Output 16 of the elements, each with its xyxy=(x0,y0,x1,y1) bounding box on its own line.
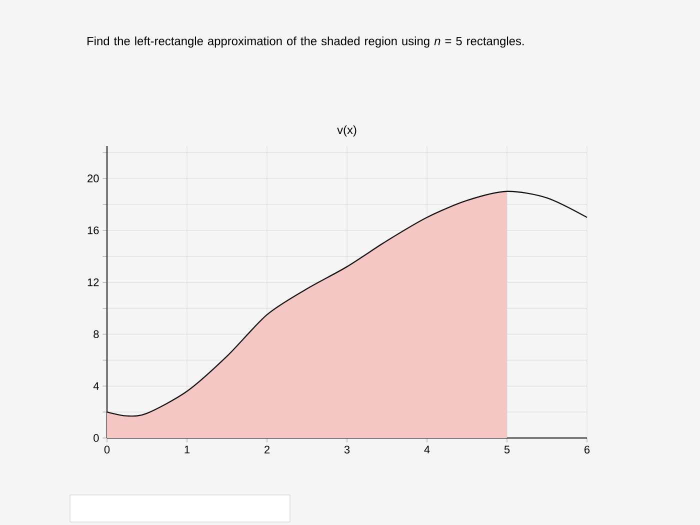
x-tick-label: 0 xyxy=(104,446,110,454)
y-tick-label: 0 xyxy=(94,434,99,442)
y-tick-label: 20 xyxy=(88,174,99,182)
y-tick-label: 16 xyxy=(88,226,99,234)
x-tick-label: 3 xyxy=(344,446,350,454)
x-tick-label: 4 xyxy=(424,446,430,454)
x-tick-label: 6 xyxy=(584,446,590,454)
y-tick-label: 4 xyxy=(93,382,99,390)
x-tick-label: 2 xyxy=(264,446,270,454)
y-tick-label: 8 xyxy=(94,330,99,338)
x-tick-label: 1 xyxy=(184,446,190,454)
y-tick-label: 12 xyxy=(88,278,99,286)
x-tick-label: 5 xyxy=(504,446,510,454)
chart-title: v(x) xyxy=(337,125,356,136)
line-series xyxy=(106,190,588,417)
text: Find the left-rectangle approximation of the shaded region using n = 5 rectangles. xyxy=(88,36,524,48)
